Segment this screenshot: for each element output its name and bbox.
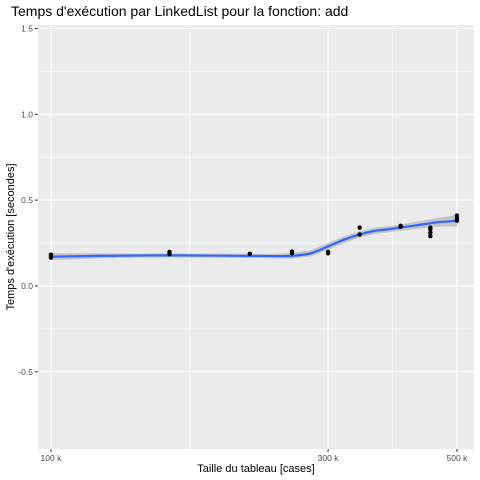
- data-point: [167, 249, 172, 255]
- data-point: [48, 252, 54, 257]
- data-point: [357, 225, 362, 230]
- y-tick-label: 0.0: [21, 281, 33, 291]
- y-axis-title: Temps d'exécution [secondes]: [5, 163, 17, 310]
- data-point: [289, 249, 295, 254]
- y-axis: -0.5 0.0 0.5 1.0 1.5: [18, 23, 38, 377]
- data-point: [428, 225, 433, 230]
- data-point: [428, 230, 433, 235]
- smooth-line-layer: [50, 219, 458, 258]
- smooth-line: [50, 219, 458, 258]
- data-point: [357, 232, 362, 237]
- data-point: [325, 249, 331, 255]
- grid-minor: [38, 25, 474, 449]
- chart-title: Temps d'exécution par LinkedList pour la…: [11, 3, 348, 19]
- y-tick-label: -0.5: [18, 367, 33, 377]
- x-axis: 100 k 300 k 500 k: [41, 449, 469, 463]
- x-tick-label: 300 k: [318, 453, 340, 463]
- data-point: [428, 233, 433, 239]
- grid-major: [38, 25, 474, 449]
- y-tick-label: 1.0: [21, 109, 33, 119]
- points-layer: [48, 213, 460, 260]
- data-point: [454, 213, 460, 218]
- plot-panel: [38, 25, 474, 449]
- data-point: [398, 223, 403, 229]
- x-tick-label: 500 k: [447, 453, 469, 463]
- y-tick-label: 0.5: [21, 195, 33, 205]
- y-tick-label: 1.5: [21, 23, 33, 33]
- data-point: [247, 251, 253, 257]
- x-axis-title: Taille du tableau [cases]: [197, 463, 314, 475]
- x-tick-label: 100 k: [41, 453, 63, 463]
